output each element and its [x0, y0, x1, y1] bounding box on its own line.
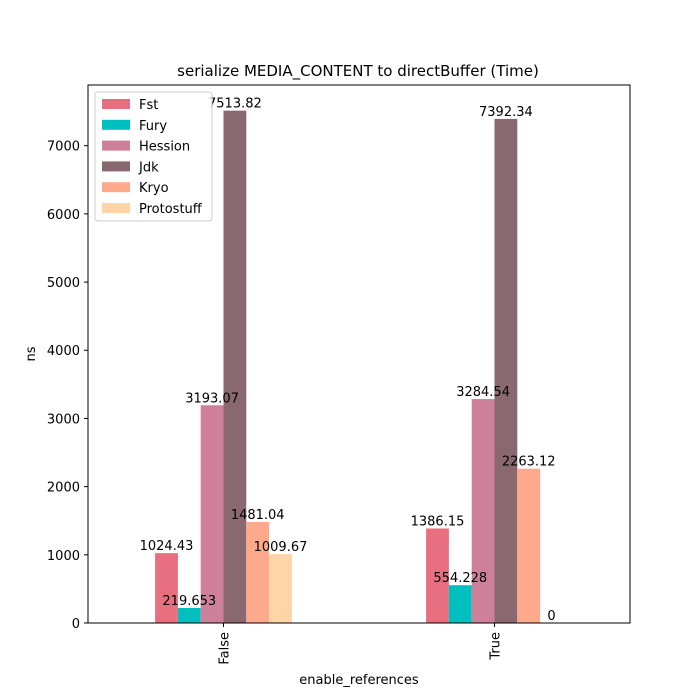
legend-item-kryo: Kryo — [139, 181, 169, 196]
bar-hession-false — [200, 405, 224, 623]
bar-fury-false — [177, 608, 201, 623]
legend-item-fst: Fst — [139, 98, 158, 113]
y-tick-label: 7000 — [47, 140, 80, 155]
legend-item-hession: Hession — [139, 140, 190, 155]
bar-jdk-true — [494, 118, 518, 623]
legend-item-protostuff: Protostuff — [139, 202, 203, 217]
legend: Fst Fury Hession Jdk Kryo Protostuff — [94, 91, 213, 222]
bar-value-label: 3284.54 — [456, 385, 510, 400]
legend-swatch — [102, 119, 130, 130]
bar-value-label: 0 — [547, 609, 555, 624]
bar-protostuff-false — [269, 554, 292, 623]
bar-hession-true — [471, 399, 495, 623]
bar-jdk-false — [223, 110, 247, 623]
y-tick-label: 2000 — [47, 481, 80, 496]
chart-title: serialize MEDIA_CONTENT to directBuffer … — [177, 62, 539, 81]
bar-value-label: 1009.67 — [254, 540, 308, 555]
bar-value-label: 554.228 — [433, 571, 487, 586]
plot-frame — [87, 84, 631, 624]
y-tick-label: 1000 — [47, 549, 80, 564]
bar-fury-true — [448, 585, 472, 623]
bar-fst-false — [155, 553, 178, 623]
legend-item-jdk: Jdk — [138, 160, 159, 175]
legend-swatch — [102, 99, 130, 109]
y-tick-label: 0 — [72, 617, 80, 632]
x-tick-label: False — [218, 632, 233, 665]
x-tick-label: True — [489, 632, 504, 661]
legend-swatch — [102, 203, 130, 213]
x-axis-label: enable_references — [299, 673, 419, 688]
bar-value-label: 1024.43 — [140, 539, 194, 554]
legend-swatch — [102, 140, 130, 151]
x-axis: False True — [218, 623, 504, 665]
legend-item-fury: Fury — [139, 119, 167, 134]
bar-kryo-false — [246, 522, 270, 623]
y-tick-label: 6000 — [47, 208, 80, 223]
bar-labels-group: 1024.43 219.653 3193.07 7513.82 1481.04 1009.… — [140, 97, 556, 624]
bar-value-label: 7392.34 — [479, 105, 533, 120]
legend-swatch — [102, 182, 130, 193]
bars-group — [155, 110, 541, 623]
bar-kryo-true — [517, 468, 541, 623]
bar-value-label: 7513.82 — [208, 97, 262, 112]
bar-value-label: 1386.15 — [411, 514, 465, 529]
bar-value-label: 2263.12 — [502, 455, 556, 470]
y-tick-label: 5000 — [47, 276, 80, 291]
y-axis: 0 1000 2000 3000 4000 5000 6000 7000 — [47, 140, 88, 632]
bar-value-label: 219.653 — [162, 594, 216, 609]
bar-fst-true — [426, 528, 449, 623]
y-tick-label: 3000 — [47, 412, 80, 427]
legend-swatch — [102, 161, 130, 172]
y-tick-label: 4000 — [47, 344, 80, 359]
y-axis-label: ns — [24, 346, 39, 361]
bar-value-label: 3193.07 — [185, 391, 239, 406]
bar-value-label: 1481.04 — [231, 508, 285, 523]
